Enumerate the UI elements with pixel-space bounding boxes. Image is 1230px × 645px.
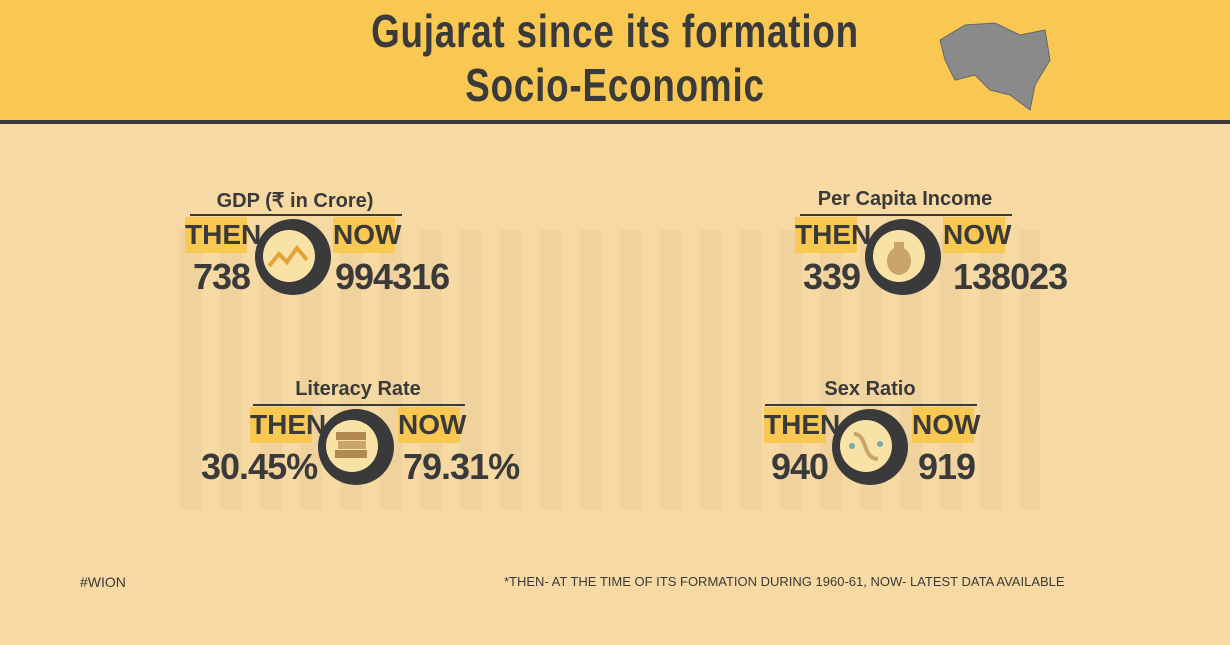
then-value: 339 [803,256,861,297]
rule [800,214,1012,216]
subtitle: Socio-Economic [465,59,765,111]
then-value: 30.45% [201,446,318,487]
stat-gdp: GDP (₹ in Crore) THEN NOW 738 994316 [165,188,450,308]
then-label: THEN [185,217,261,253]
stat-label: Literacy Rate [295,378,421,400]
then-value: 738 [193,256,251,297]
now-value: 994316 [335,256,450,297]
then-label: THEN [250,407,326,443]
icon [255,219,331,295]
now-label: NOW [333,217,401,253]
now-label: NOW [912,407,980,443]
stat-label: Per Capita Income [817,188,993,210]
footnote: *THEN- AT THE TIME OF ITS FORMATION DURI… [504,574,1065,589]
rule [190,214,402,216]
stat-literacy: Literacy Rate THEN NOW 30.45% 79.31% [201,378,520,498]
now-value: 919 [918,446,976,487]
then-value: 940 [771,446,829,487]
hashtag: #WION [80,574,126,590]
rule [253,404,465,406]
icon [865,219,941,295]
stat-label: GDP (₹ in Crore) [216,190,374,212]
title: Gujarat since its formation [371,5,859,57]
now-label: NOW [398,407,466,443]
icon [832,409,908,485]
now-value: 138023 [953,256,1068,297]
rule [765,404,977,406]
now-value: 79.31% [403,446,520,487]
then-label: THEN [795,217,871,253]
stat-per-capita: Per Capita Income THEN NOW 339 138023 [775,188,1068,308]
stat-label: Sex Ratio [824,378,916,400]
now-label: NOW [943,217,1011,253]
icon [318,409,394,485]
header: Gujarat since its formation Socio-Econom… [0,0,1230,124]
map-icon [939,22,1051,111]
then-label: THEN [764,407,840,443]
stat-sex-ratio: Sex Ratio THEN NOW 940 919 [740,378,1000,498]
